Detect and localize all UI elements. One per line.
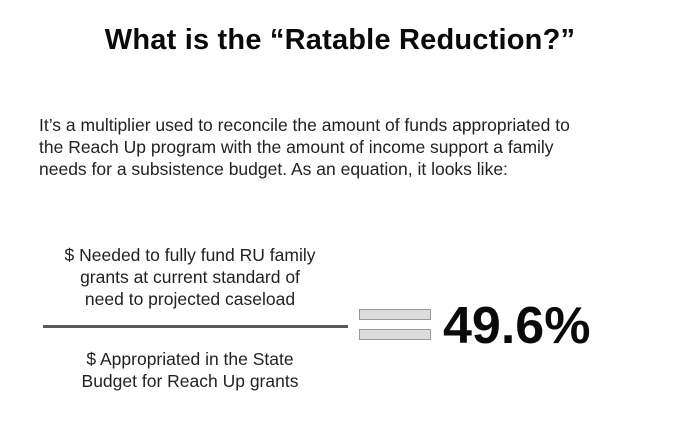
denominator-line: Budget for Reach Up grants	[81, 371, 299, 391]
equation-numerator: $ Needed to fully fund RU family grants …	[35, 244, 345, 310]
numerator-line: need to projected caseload	[84, 289, 296, 309]
equals-bar-top	[359, 309, 431, 320]
intro-paragraph: It’s a multiplier used to reconcile the …	[39, 114, 659, 180]
denominator-line: $ Appropriated in the State	[86, 349, 294, 369]
fraction-bar	[43, 325, 348, 328]
intro-line: It’s a multiplier used to reconcile the …	[39, 115, 570, 135]
intro-line: the Reach Up program with the amount of …	[39, 137, 554, 157]
ratable-reduction-result: 49.6%	[443, 297, 591, 355]
equals-bar-bottom	[359, 329, 431, 340]
numerator-line: $ Needed to fully fund RU family	[64, 245, 316, 265]
slide-title: What is the “Ratable Reduction?”	[104, 24, 576, 56]
numerator-line: grants at current standard of	[80, 267, 300, 287]
intro-line: needs for a subsistence budget. As an eq…	[39, 159, 508, 179]
equation-denominator: $ Appropriated in the State Budget for R…	[35, 348, 345, 392]
equals-icon	[359, 307, 431, 343]
